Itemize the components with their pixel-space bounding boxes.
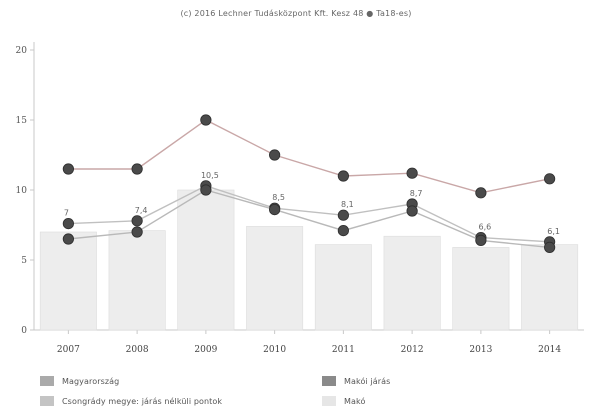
y-tick-label: 10 [16,186,28,196]
data-label: 8,5 [272,193,285,202]
data-point [475,234,487,246]
data-point [62,163,74,175]
chart-title: (c) 2016 Lechner Tudásközpont Kft. Kesz … [180,9,412,18]
x-tick-label: 2010 [263,345,286,355]
data-point [200,184,212,196]
data-point [269,149,281,161]
legend-label: Makó [344,396,366,406]
series-line [68,189,550,249]
data-point [337,170,349,182]
data-label: 8,7 [410,189,423,198]
series-line [68,119,550,194]
bar [177,189,235,331]
legend-label: Magyarország [62,376,120,386]
x-tick-label: 2011 [332,345,355,355]
data-point [544,241,556,253]
bar [108,230,166,331]
data-point [62,233,74,245]
data-point [200,114,212,126]
data-label: 7,4 [135,206,148,215]
x-tick-label: 2008 [126,345,149,355]
data-point [475,187,487,199]
x-tick-label: 2013 [469,345,492,355]
data-point [406,205,418,217]
legend-item: Makó [322,396,365,406]
data-point [131,226,143,238]
legend-swatch [40,376,54,386]
legend-item: Csongrády megye: járás nélküli pontok [40,396,222,406]
series-line [68,185,550,243]
x-tick-label: 2009 [194,345,217,355]
data-label: 10,5 [201,171,219,180]
y-tick-label: 5 [21,256,27,266]
legend-label: Csongrády megye: járás nélküli pontok [62,396,223,406]
y-tick-label: 15 [16,116,28,126]
data-label: 6,1 [547,227,560,236]
legend-swatch [40,396,54,406]
legend-swatch [322,396,336,406]
data-point [269,204,281,216]
data-point [337,209,349,221]
legend-swatch [322,376,336,386]
bar [314,244,372,331]
data-point [62,218,74,230]
bar [39,231,97,331]
x-tick-label: 2014 [538,345,561,355]
bar [383,235,441,331]
bar [246,226,304,331]
data-label: 8,1 [341,200,354,209]
data-point [131,215,143,227]
data-label: 6,6 [479,223,492,232]
data-point [406,167,418,179]
data-label: 7 [64,209,69,218]
y-tick-label: 20 [16,46,28,56]
data-point [131,163,143,175]
y-tick-label: 0 [21,326,27,336]
bar [452,247,510,331]
x-tick-label: 2007 [57,345,80,355]
legend-item: Makói járás [322,376,390,386]
bar [521,244,579,331]
data-point [544,173,556,185]
x-tick-label: 2012 [401,345,424,355]
data-point [337,225,349,237]
legend-label: Makói járás [344,376,391,386]
legend-item: Magyarország [40,376,119,386]
